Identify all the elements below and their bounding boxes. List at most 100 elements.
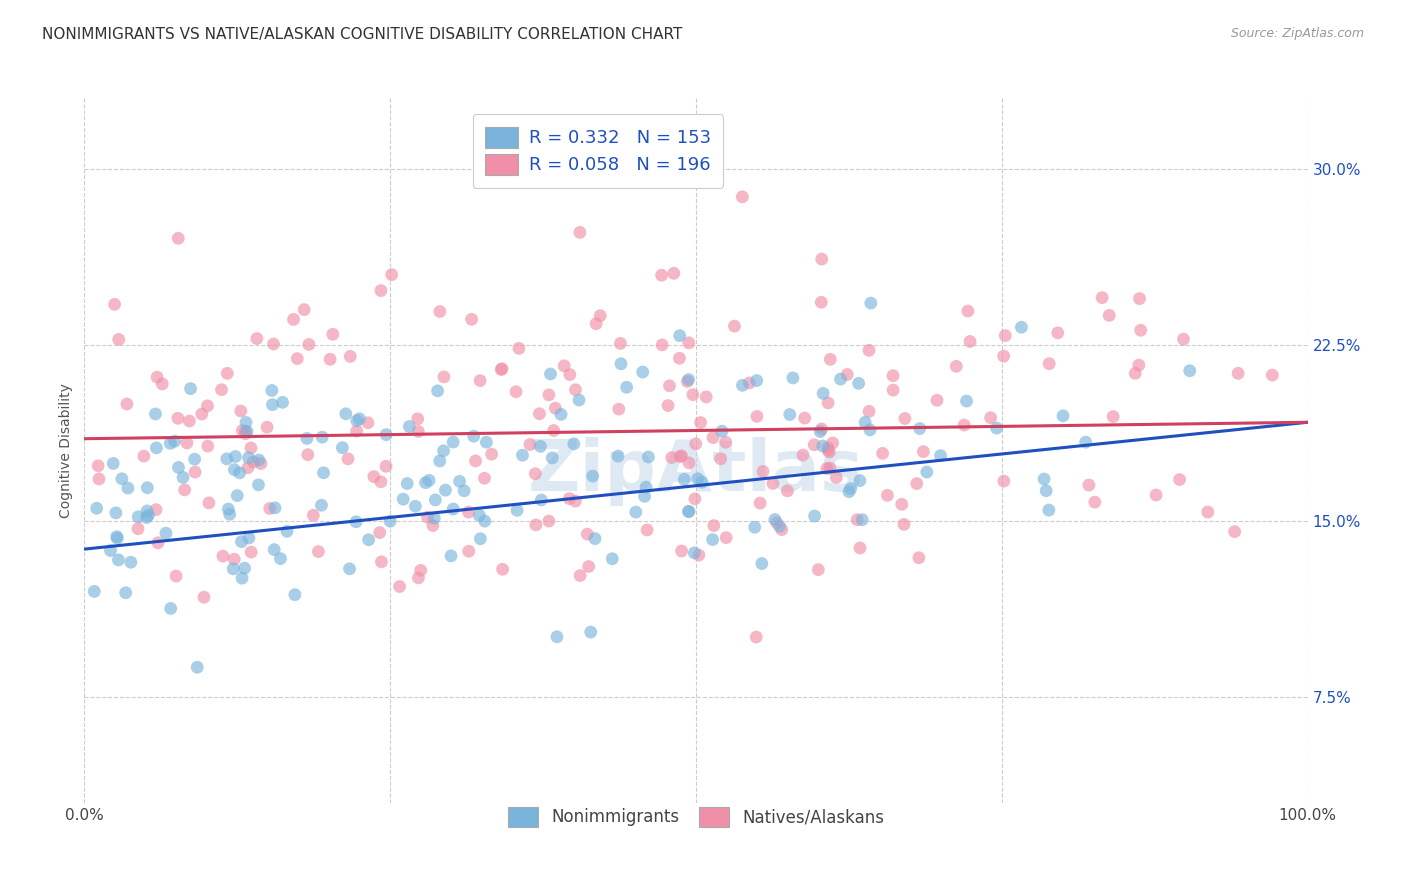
Point: [669, 450, 692, 464]
Point: [685, 437, 707, 451]
Point: [240, 441, 263, 455]
Point: [474, 471, 496, 485]
Point: [212, 549, 235, 563]
Point: [1223, 524, 1246, 539]
Point: [912, 444, 935, 458]
Point: [233, 561, 256, 575]
Point: [820, 352, 842, 367]
Point: [508, 342, 530, 356]
Point: [633, 489, 655, 503]
Point: [136, 504, 159, 518]
Point: [228, 466, 250, 480]
Point: [1010, 320, 1032, 334]
Point: [676, 375, 699, 389]
Point: [752, 464, 775, 478]
Point: [716, 531, 738, 545]
Point: [453, 483, 475, 498]
Point: [583, 532, 606, 546]
Point: [470, 532, 492, 546]
Point: [738, 376, 761, 390]
Point: [145, 502, 167, 516]
Point: [893, 517, 915, 532]
Point: [224, 450, 246, 464]
Point: [512, 448, 534, 462]
Point: [815, 461, 838, 475]
Point: [569, 568, 592, 582]
Point: [689, 416, 711, 430]
Point: [762, 476, 785, 491]
Point: [468, 508, 491, 523]
Point: [908, 550, 931, 565]
Point: [905, 476, 928, 491]
Point: [159, 436, 181, 450]
Point: [683, 491, 706, 506]
Point: [426, 384, 449, 398]
Point: [433, 370, 456, 384]
Point: [425, 492, 447, 507]
Point: [150, 376, 173, 391]
Point: [745, 630, 768, 644]
Point: [849, 474, 872, 488]
Point: [238, 450, 260, 465]
Point: [120, 555, 142, 569]
Legend: Nonimmigrants, Natives/Alaskans: Nonimmigrants, Natives/Alaskans: [501, 801, 891, 833]
Point: [506, 503, 529, 517]
Point: [297, 448, 319, 462]
Point: [238, 531, 260, 545]
Point: [1144, 488, 1167, 502]
Point: [262, 398, 284, 412]
Point: [770, 523, 793, 537]
Point: [235, 426, 257, 441]
Point: [440, 549, 463, 563]
Point: [1178, 364, 1201, 378]
Point: [1123, 367, 1146, 381]
Point: [1074, 435, 1097, 450]
Point: [292, 302, 315, 317]
Point: [406, 412, 429, 426]
Point: [396, 476, 419, 491]
Point: [264, 500, 287, 515]
Point: [690, 475, 713, 490]
Point: [529, 439, 551, 453]
Point: [222, 562, 245, 576]
Point: [163, 434, 186, 449]
Point: [810, 422, 832, 436]
Point: [894, 411, 917, 425]
Point: [1173, 332, 1195, 346]
Point: [1038, 503, 1060, 517]
Point: [105, 531, 128, 545]
Point: [167, 411, 190, 425]
Point: [474, 514, 496, 528]
Point: [83, 584, 105, 599]
Point: [821, 436, 844, 450]
Point: [564, 383, 586, 397]
Point: [544, 401, 567, 416]
Point: [197, 439, 219, 453]
Point: [229, 404, 252, 418]
Point: [197, 399, 219, 413]
Point: [335, 407, 357, 421]
Point: [993, 474, 1015, 488]
Point: [585, 317, 607, 331]
Point: [851, 513, 873, 527]
Point: [429, 454, 451, 468]
Point: [882, 383, 904, 397]
Point: [135, 510, 157, 524]
Point: [127, 509, 149, 524]
Point: [651, 268, 673, 283]
Point: [811, 386, 834, 401]
Point: [589, 309, 612, 323]
Point: [422, 518, 444, 533]
Point: [159, 601, 181, 615]
Point: [319, 352, 342, 367]
Point: [817, 441, 839, 455]
Point: [179, 414, 201, 428]
Point: [1128, 358, 1150, 372]
Point: [537, 514, 560, 528]
Point: [1091, 291, 1114, 305]
Point: [388, 580, 411, 594]
Point: [240, 545, 263, 559]
Point: [307, 544, 329, 558]
Point: [218, 508, 240, 522]
Point: [678, 335, 700, 350]
